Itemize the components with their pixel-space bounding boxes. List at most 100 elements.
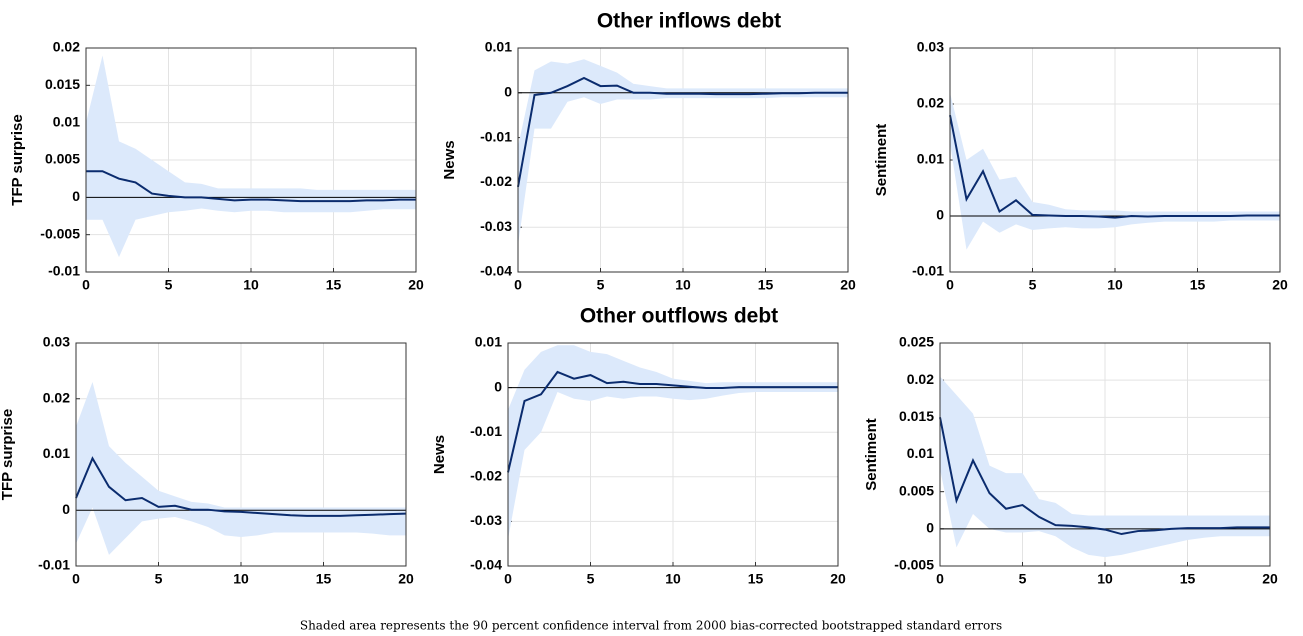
y-tick-label: -0.005 [40, 225, 80, 241]
y-axis-label: TFP surprise [0, 409, 16, 500]
x-tick-label: 10 [675, 277, 691, 293]
response-line [517, 76, 848, 188]
response-line [75, 456, 407, 517]
y-tick-label: -0.01 [470, 423, 502, 439]
x-tick-label: 15 [1180, 571, 1196, 587]
x-tick-label: 10 [1097, 571, 1113, 587]
y-axis-label: Sentiment [873, 124, 890, 197]
row-title: Other outflows debt [580, 305, 778, 328]
x-tick-label: 0 [946, 277, 954, 293]
x-tick-label: 10 [1107, 277, 1123, 293]
x-tick-label: 20 [398, 571, 414, 587]
x-tick-label: 15 [758, 277, 774, 293]
footnote: Shaded area represents the 90 percent co… [300, 619, 1002, 633]
axes-box [75, 342, 407, 567]
x-tick-label: 10 [665, 571, 681, 587]
y-tick-label: -0.04 [480, 263, 512, 279]
y-tick-label: 0.02 [917, 95, 944, 111]
x-tick-label: 5 [597, 277, 605, 293]
response-line [86, 170, 416, 203]
axes-box [949, 47, 1281, 273]
x-tick-label: 20 [840, 277, 856, 293]
plot [517, 59, 848, 246]
x-tick-label: 0 [514, 277, 522, 293]
y-tick-label: -0.04 [470, 557, 502, 573]
y-tick-label: -0.02 [470, 468, 502, 484]
axes-box [507, 342, 839, 567]
y-tick-label: 0.01 [485, 39, 512, 55]
row-title: Other inflows debt [597, 10, 781, 33]
axes-box [85, 47, 417, 273]
confidence-band [950, 92, 1280, 250]
axes-box [517, 47, 849, 273]
y-axis-label: News [441, 140, 458, 179]
x-tick-label: 10 [243, 277, 259, 293]
plot [75, 382, 407, 555]
x-tick-label: 20 [830, 571, 846, 587]
y-tick-label: 0.01 [475, 334, 502, 350]
y-tick-label: -0.01 [38, 557, 70, 573]
plot [86, 55, 416, 258]
y-tick-label: 0.005 [899, 482, 934, 498]
y-tick-label: -0.03 [470, 512, 502, 528]
confidence-band [518, 59, 848, 246]
x-tick-label: 15 [1190, 277, 1206, 293]
y-tick-label: -0.02 [480, 173, 512, 189]
confidence-band [76, 382, 406, 555]
y-tick-label: 0 [926, 520, 934, 536]
y-tick-label: 0 [62, 501, 70, 517]
y-tick-label: 0.02 [907, 371, 934, 387]
y-tick-label: 0.015 [45, 76, 80, 92]
x-tick-label: 20 [408, 277, 424, 293]
y-tick-label: -0.03 [480, 218, 512, 234]
y-tick-label: 0.02 [53, 39, 80, 55]
confidence-band [940, 376, 1270, 558]
x-tick-label: 5 [155, 571, 163, 587]
y-tick-label: -0.01 [48, 263, 80, 279]
x-tick-label: 20 [1272, 277, 1288, 293]
x-tick-label: 5 [587, 571, 595, 587]
y-tick-label: 0 [936, 207, 944, 223]
response-line [507, 370, 838, 473]
y-axis-label: TFP surprise [9, 114, 26, 205]
x-tick-label: 15 [326, 277, 342, 293]
y-tick-label: -0.01 [480, 128, 512, 144]
y-tick-label: 0.01 [917, 151, 944, 167]
x-tick-label: 0 [72, 571, 80, 587]
x-tick-label: 15 [316, 571, 332, 587]
y-tick-label: 0.01 [43, 445, 70, 461]
response-line [939, 417, 1270, 536]
x-tick-label: 5 [1029, 277, 1037, 293]
y-tick-label: 0.03 [43, 334, 70, 350]
x-tick-label: 15 [748, 571, 764, 587]
confidence-band [86, 55, 416, 258]
plot [939, 376, 1270, 558]
confidence-band [508, 345, 838, 540]
x-tick-label: 5 [1019, 571, 1027, 587]
x-tick-label: 0 [936, 571, 944, 587]
y-tick-label: 0.01 [53, 113, 80, 129]
y-tick-label: -0.01 [912, 263, 944, 279]
plot [949, 92, 1280, 250]
x-tick-label: 0 [82, 277, 90, 293]
y-tick-label: 0.025 [899, 334, 934, 350]
axes-box [939, 342, 1271, 567]
y-tick-label: 0.015 [899, 408, 934, 424]
x-tick-label: 0 [504, 571, 512, 587]
y-tick-label: 0 [494, 378, 502, 394]
plot [507, 345, 838, 540]
y-tick-label: 0.005 [45, 151, 80, 167]
y-tick-label: 0 [504, 84, 512, 100]
x-tick-label: 5 [165, 277, 173, 293]
y-tick-label: -0.005 [894, 557, 934, 573]
y-axis-label: News [431, 435, 448, 474]
response-line [949, 115, 1280, 219]
y-tick-label: 0.03 [917, 39, 944, 55]
y-tick-label: 0.01 [907, 445, 934, 461]
x-tick-label: 20 [1262, 571, 1278, 587]
y-axis-label: Sentiment [863, 418, 880, 491]
y-tick-label: 0.02 [43, 389, 70, 405]
y-tick-label: 0 [72, 188, 80, 204]
x-tick-label: 10 [233, 571, 249, 587]
